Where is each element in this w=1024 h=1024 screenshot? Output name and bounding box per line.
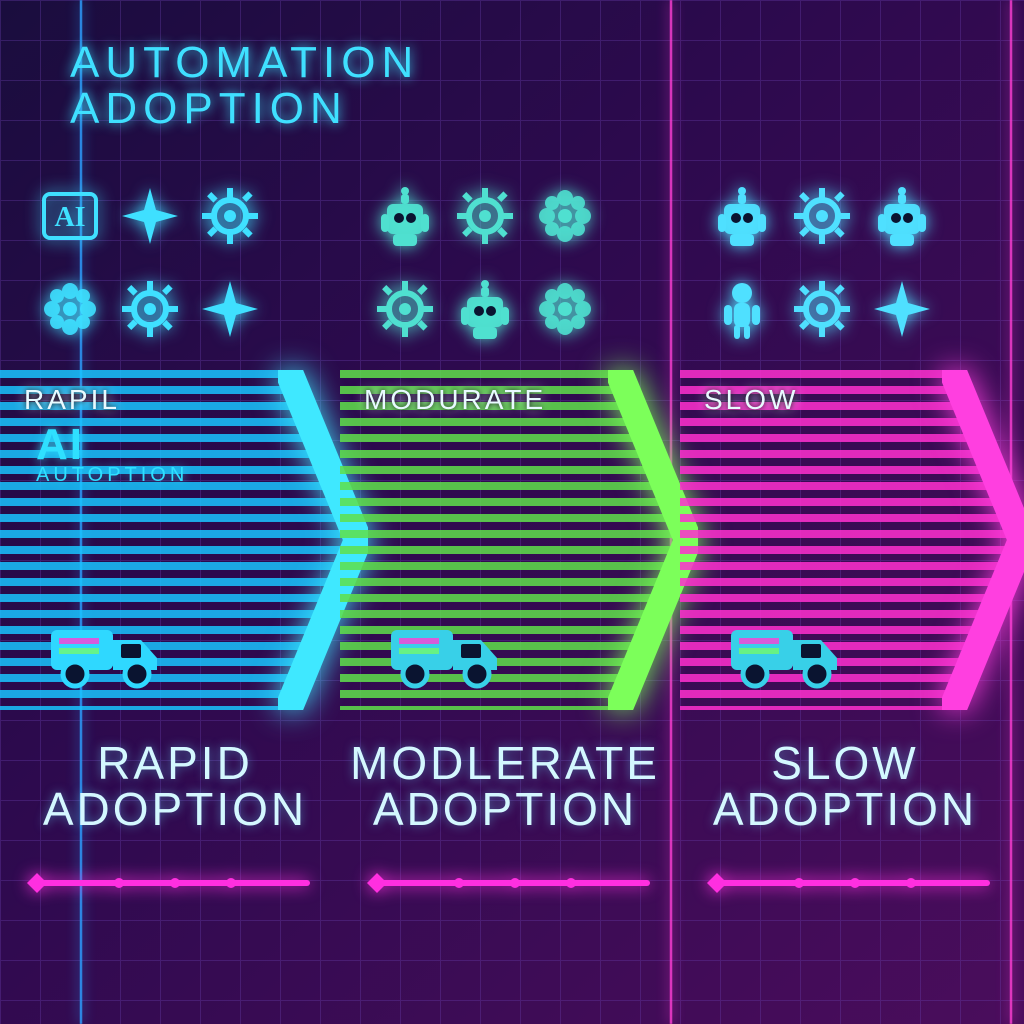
- bottom-label-slow: SLOWADOPTION: [680, 740, 1010, 832]
- sparkle-icon: [118, 184, 182, 253]
- bottom-label-line1: SLOW: [771, 737, 918, 789]
- divider-rapid: [30, 880, 310, 886]
- stage-inner-label: MODURATE: [364, 384, 546, 416]
- stage-moderate: MODURATE: [340, 370, 690, 710]
- title-line2: ADOPTION: [70, 84, 348, 133]
- divider-slow: [710, 880, 990, 886]
- gear-icon: [373, 277, 437, 346]
- bottom-label-rapid: RAPIDADOPTION: [10, 740, 340, 832]
- stage-inner-label: RAPIL: [24, 384, 120, 416]
- bottom-label-line1: MODLERATE: [350, 737, 660, 789]
- person-icon: [710, 277, 774, 346]
- truck-icon: [40, 612, 170, 692]
- bottom-label-line1: RAPID: [97, 737, 253, 789]
- gear-icon: [453, 184, 517, 253]
- flower-icon: [533, 184, 597, 253]
- stage-inner-sub: AIAUTOPTION: [36, 424, 188, 485]
- robot-icon: [453, 277, 517, 346]
- truck-icon: [720, 612, 850, 692]
- stage-icons: [680, 180, 964, 350]
- page-title: AUTOMATION ADOPTION: [70, 40, 419, 132]
- gear-icon: [198, 184, 262, 253]
- stage-inner-label: SLOW: [704, 384, 798, 416]
- sparkle-icon: [198, 277, 262, 346]
- stage-slow: SLOW: [680, 370, 1024, 710]
- stage-rapid: RAPIL AIAUTOPTION: [0, 370, 360, 710]
- truck-icon: [380, 612, 510, 692]
- title-line1: AUTOMATION: [70, 38, 419, 87]
- flower-icon: [533, 277, 597, 346]
- bottom-label-moderate: MODLERATEADOPTION: [340, 740, 670, 832]
- stage-icons: [0, 180, 300, 350]
- flower-icon: [38, 277, 102, 346]
- gear-icon: [790, 277, 854, 346]
- gear-icon: [118, 277, 182, 346]
- robot-icon: [870, 184, 934, 253]
- chevron-icon: [942, 370, 1024, 710]
- sparkle-icon: [870, 277, 934, 346]
- robot-icon: [710, 184, 774, 253]
- bottom-label-line2: ADOPTION: [340, 786, 670, 832]
- divider-moderate: [370, 880, 650, 886]
- bottom-label-line2: ADOPTION: [680, 786, 1010, 832]
- gear-icon: [790, 184, 854, 253]
- bottom-label-line2: ADOPTION: [10, 786, 340, 832]
- robot-icon: [373, 184, 437, 253]
- stage-icons: [340, 180, 630, 350]
- ai-badge-icon: [38, 184, 102, 253]
